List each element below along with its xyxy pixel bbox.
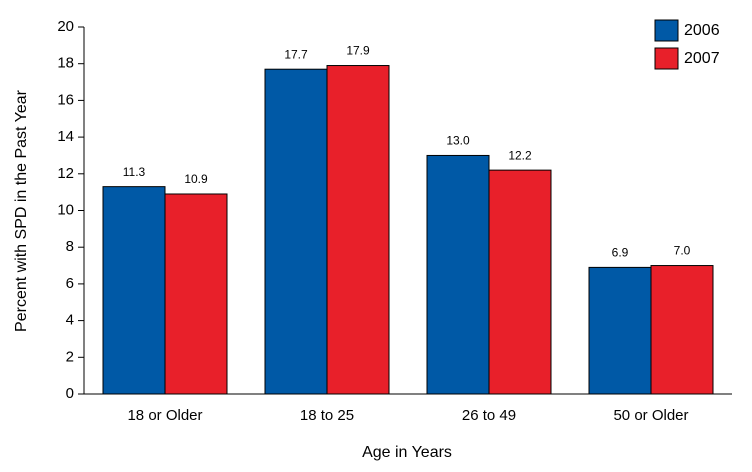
bar <box>102 186 166 395</box>
legend-label: 2006 <box>684 22 720 39</box>
y-tick-label: 6 <box>66 275 74 292</box>
bar <box>264 68 328 395</box>
y-tick-label: 14 <box>57 128 74 145</box>
bar <box>488 169 552 395</box>
y-tick-label: 20 <box>57 18 74 35</box>
value-label: 11.3 <box>123 165 146 179</box>
value-label: 17.7 <box>284 47 308 61</box>
bar <box>650 265 714 395</box>
x-tick-label: 18 or Older <box>127 407 202 424</box>
y-tick-label: 18 <box>57 55 74 72</box>
legend-swatch <box>654 19 679 42</box>
y-tick-label: 16 <box>57 91 74 108</box>
y-tick-label: 10 <box>57 201 74 218</box>
value-label: 17.9 <box>346 44 370 58</box>
y-tick-label: 8 <box>66 238 74 255</box>
x-tick-label: 50 or Older <box>613 407 688 424</box>
y-axis-label: Percent with SPD in the Past Year <box>13 89 30 332</box>
bar <box>326 65 390 395</box>
value-label: 12.2 <box>508 148 532 162</box>
value-label: 7.0 <box>674 244 691 258</box>
y-tick-label: 0 <box>66 385 74 402</box>
legend-swatch <box>654 47 679 70</box>
bar <box>164 193 228 395</box>
y-tick-label: 2 <box>66 348 74 365</box>
y-tick-label: 4 <box>66 312 74 329</box>
bar <box>588 266 652 395</box>
value-label: 10.9 <box>184 172 208 186</box>
x-axis-label: Age in Years <box>362 444 452 461</box>
legend-label: 2007 <box>684 50 720 67</box>
bar <box>426 154 490 395</box>
y-tick-label: 12 <box>57 165 74 182</box>
value-label: 6.9 <box>612 246 629 260</box>
x-tick-label: 26 to 49 <box>462 407 516 424</box>
x-tick-label: 18 to 25 <box>300 407 354 424</box>
value-label: 13.0 <box>446 134 470 148</box>
